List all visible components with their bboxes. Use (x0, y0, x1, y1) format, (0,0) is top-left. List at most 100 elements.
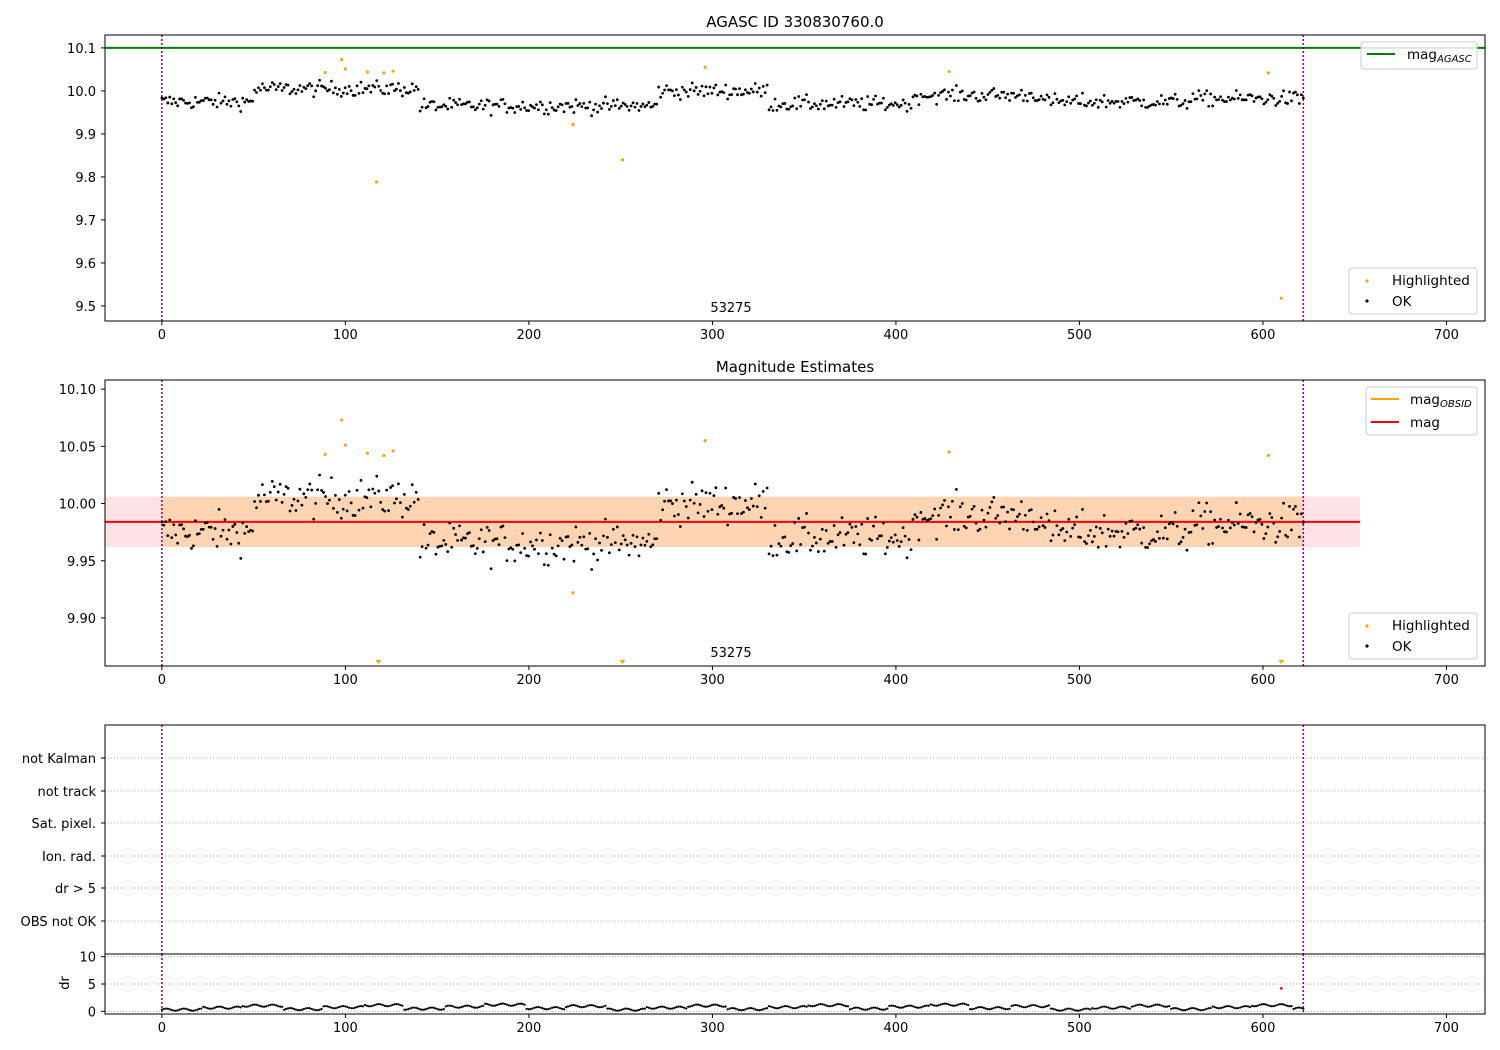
ok-point (986, 511, 990, 515)
ok-point (842, 543, 846, 547)
dr-point (1276, 1003, 1279, 1006)
dr-point (1132, 1005, 1135, 1008)
highlighted-point (343, 67, 347, 71)
ok-point (375, 79, 379, 83)
ok-point (858, 543, 862, 547)
ok-point (1142, 526, 1146, 530)
dr-point (1103, 1005, 1106, 1008)
ok-point (970, 507, 974, 511)
ok-point (607, 107, 611, 111)
ok-point (574, 525, 578, 529)
ok-point (1043, 98, 1047, 102)
ok-point (1230, 521, 1234, 525)
dr-point (811, 1005, 814, 1008)
ok-point (1029, 91, 1033, 95)
dr-point (596, 1005, 599, 1009)
ok-point (763, 91, 767, 95)
dr-point (306, 1006, 309, 1010)
ok-point (805, 93, 808, 97)
dr-point (215, 1005, 219, 1009)
dr-point (945, 1002, 948, 1005)
ok-point (568, 545, 572, 548)
ok-point (434, 552, 438, 556)
dr-point (490, 1004, 493, 1007)
dr-point (511, 1004, 514, 1007)
ok-point (328, 498, 331, 502)
ok-point (617, 106, 621, 110)
ok-point (956, 99, 960, 103)
dr-point (736, 1008, 739, 1011)
ok-point (631, 533, 635, 537)
dr-point (1203, 1008, 1206, 1011)
ok-point (1272, 521, 1276, 525)
ok-point (789, 544, 793, 548)
ok-point (816, 107, 820, 111)
ok-point (471, 105, 475, 109)
dr-point (661, 1005, 664, 1008)
ok-point (282, 86, 286, 89)
ok-point (822, 107, 826, 111)
ok-point (1012, 508, 1015, 512)
ok-point (1171, 522, 1175, 526)
ok-point (263, 86, 266, 90)
dr-point (744, 1008, 747, 1011)
ok-point (1260, 523, 1264, 526)
ok-point (676, 513, 680, 516)
dr-point (1075, 1009, 1078, 1012)
ok-point (495, 102, 499, 106)
ok-point (166, 534, 170, 537)
ok-point (755, 505, 759, 509)
ok-point (1252, 100, 1256, 103)
ok-point (954, 84, 958, 87)
dr-point (1150, 1005, 1153, 1008)
ok-point (1244, 526, 1248, 529)
dr-point (1047, 1004, 1051, 1007)
ok-point (1276, 535, 1280, 539)
ok-point (856, 532, 860, 536)
ok-point (1217, 98, 1220, 101)
ok-point (759, 94, 763, 98)
ok-point (889, 102, 893, 106)
ok-point (1043, 526, 1047, 529)
ok-point (521, 100, 525, 104)
ok-point (1014, 519, 1017, 523)
ok-point (239, 556, 243, 560)
dr-point (267, 1004, 270, 1007)
dr-point (931, 1003, 934, 1007)
dr-point (1290, 1005, 1293, 1008)
ok-point (747, 508, 751, 512)
ok-point (600, 548, 603, 552)
ok-point (1282, 89, 1286, 93)
ok-point (1175, 98, 1179, 101)
ok-point (730, 511, 734, 515)
x-tick-label-6: 600 (1251, 328, 1276, 343)
highlighted-points (323, 57, 1283, 300)
dr-point (503, 1002, 507, 1006)
ok-point (866, 95, 870, 98)
ok-point (1118, 545, 1122, 549)
ok-point (475, 106, 479, 110)
dr-point (1176, 1007, 1179, 1010)
dr-point (691, 1004, 694, 1007)
ok-point (657, 85, 661, 89)
dr-point (827, 1004, 830, 1008)
dr-point (1028, 1004, 1031, 1008)
obs-boundary-lines (161, 954, 1305, 1014)
ok-point (1264, 100, 1268, 104)
ok-point (505, 110, 509, 114)
ok-point (708, 85, 712, 89)
ok-point (1065, 530, 1069, 534)
ok-point (613, 541, 617, 545)
ok-point (473, 552, 477, 556)
dr-point (1038, 1005, 1041, 1008)
ok-point (1004, 96, 1008, 100)
ok-point (241, 96, 245, 100)
dr-point (253, 1003, 256, 1006)
dr-point (773, 1006, 777, 1010)
ok-point (582, 535, 586, 539)
ok-point (1045, 512, 1049, 516)
dr-outlier-point (1279, 986, 1283, 990)
ok-point (381, 508, 385, 511)
ok-point (554, 109, 558, 112)
ok-point (1183, 99, 1187, 102)
